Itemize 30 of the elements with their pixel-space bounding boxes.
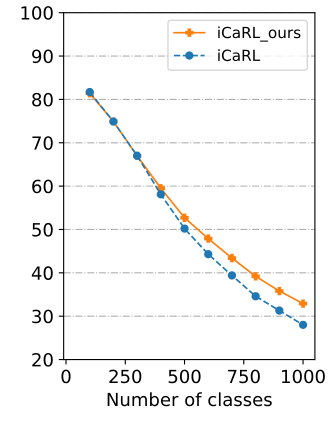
- point: [228, 271, 236, 280]
- point: [204, 250, 212, 258]
- y-tick-label: 50: [32, 222, 53, 237]
- point: [251, 272, 260, 280]
- y-tick-label: 100: [21, 6, 53, 20]
- point: [275, 286, 284, 296]
- x-tick-label: 750: [228, 370, 260, 384]
- point: [180, 224, 189, 233]
- point: [298, 320, 308, 330]
- y-tick-label: 80: [32, 92, 53, 107]
- point: [180, 214, 189, 222]
- point: [275, 306, 284, 315]
- y-tick-label: 90: [32, 50, 53, 64]
- y-tick-label: 60: [32, 180, 53, 194]
- legend-label: iCaRL: [218, 49, 260, 62]
- point: [204, 234, 212, 243]
- x-tick-label: 500: [168, 370, 201, 384]
- y-tick-label: 30: [32, 310, 53, 324]
- legend-label: iCaRL_ours: [218, 26, 300, 42]
- point: [156, 190, 165, 199]
- y-tick-label: 20: [32, 353, 53, 367]
- x-tick-label: 250: [109, 370, 142, 384]
- x-tick-label: 1000: [282, 370, 325, 384]
- point: [228, 254, 236, 262]
- x-axis-title: Number of classes: [108, 392, 272, 406]
- y-tick-label: 70: [32, 136, 53, 150]
- x-tick-label: 0: [61, 370, 71, 384]
- point: [298, 299, 308, 308]
- y-tick-label: 40: [32, 266, 53, 280]
- point: [251, 292, 260, 300]
